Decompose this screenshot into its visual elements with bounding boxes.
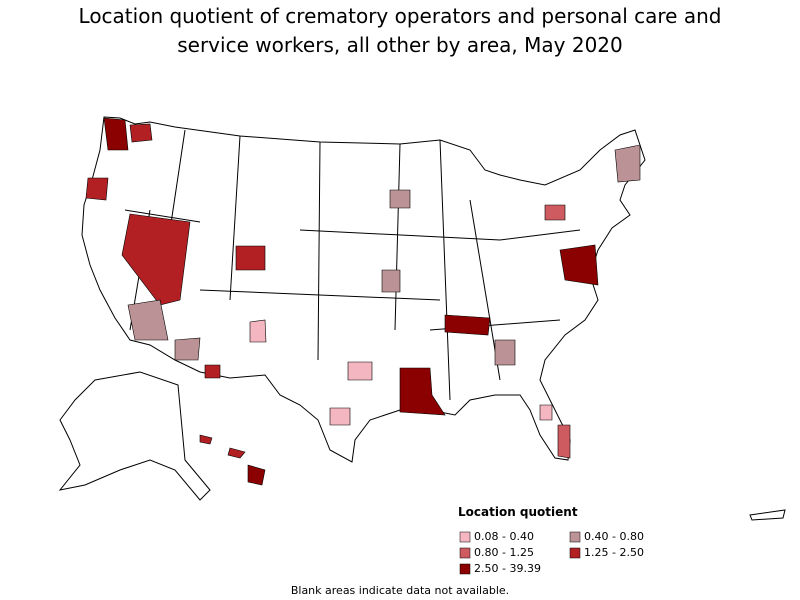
hawaii-area [227,447,246,459]
footnote: Blank areas indicate data not available. [291,584,509,597]
legend-swatch [569,547,581,559]
area [559,244,599,286]
legend-label: 0.40 - 0.80 [584,530,644,543]
legend-swatch [459,547,471,559]
area [539,404,553,421]
alaska-outline [58,371,211,501]
area [329,407,351,426]
legend-label: 2.50 - 39.39 [474,562,541,575]
area [389,189,411,209]
legend-label: 1.25 - 2.50 [584,546,644,559]
legend-label: 0.08 - 0.40 [474,530,534,543]
legend-items: 0.08 - 0.40 0.40 - 0.80 0.80 - 1.25 1.25 - … [459,530,644,575]
area [249,319,267,343]
area [129,123,153,143]
legend-label: 0.80 - 1.25 [474,546,534,559]
area [399,367,446,416]
area [121,213,191,306]
area [444,314,491,336]
area [544,204,566,221]
areas [85,117,641,459]
area [204,364,221,379]
area [614,144,641,183]
area [174,337,201,361]
area [85,177,109,201]
legend-swatch [569,531,581,543]
hawaii-area [247,464,266,486]
area [557,424,571,459]
legend-title: Location quotient [458,505,578,519]
area [347,361,373,381]
map-title: Location quotient of crematory operators… [78,4,722,57]
alaska [58,371,211,501]
area [235,245,266,271]
area [381,269,401,293]
lower-48 [81,116,646,463]
area [127,299,169,341]
legend-swatch [459,531,471,543]
puerto-rico [749,509,786,521]
hawaii-area [199,434,213,445]
legend-swatch [459,563,471,575]
legend: Location quotient 0.08 - 0.40 0.40 - 0.80… [458,505,644,575]
state-borders [124,129,581,401]
hawaii [199,434,786,521]
area [494,339,516,366]
area [103,117,129,151]
